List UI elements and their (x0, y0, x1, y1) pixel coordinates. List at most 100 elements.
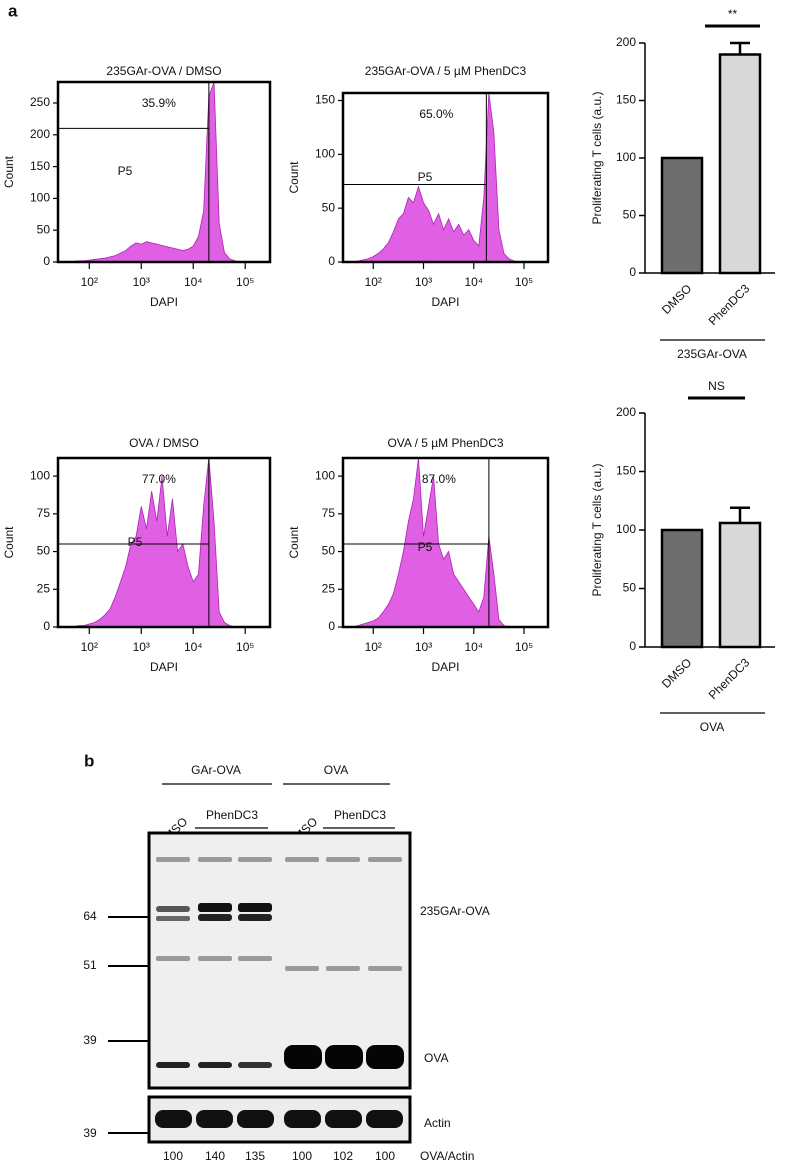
region-label: P5 (118, 164, 133, 178)
x-tick-label: 10³ (415, 640, 432, 654)
y-tick-label: 100 (315, 147, 335, 161)
ratio: 102 (333, 1149, 353, 1163)
y-tick-label: 200 (30, 127, 50, 141)
y-axis-label: Proliferating T cells (a.u.) (590, 92, 604, 225)
x-tick-label: 10³ (133, 275, 150, 289)
x-tick-label: PhenDC3 (706, 281, 753, 328)
marker-label: 39 (83, 1033, 97, 1047)
ratio: 100 (292, 1149, 312, 1163)
y-tick-label: 75 (322, 506, 336, 520)
y-tick-label: 150 (315, 93, 335, 107)
y-tick-label: 0 (629, 265, 636, 279)
blot-frame (147, 831, 412, 1090)
y-tick-label: 50 (37, 544, 51, 558)
y-tick-label: 50 (623, 581, 637, 595)
x-axis-label: DAPI (431, 295, 459, 309)
band-label: 235GAr-OVA (420, 904, 490, 918)
y-axis-label: Count (2, 526, 16, 559)
y-tick-label: 0 (629, 639, 636, 653)
gate-label: 87.0% (422, 472, 456, 486)
histogram-area (63, 457, 246, 628)
region-label: P5 (418, 170, 433, 184)
ratio: 100 (375, 1149, 395, 1163)
chart-title: 235GAr-OVA / 5 µM PhenDC3 (365, 64, 527, 78)
y-tick-label: 50 (322, 200, 336, 214)
western-blot: GAr-OVA OVA DMSO PhenDC3 DMSO PhenDC3 (83, 763, 489, 1163)
x-tick-label: 10² (81, 275, 98, 289)
y-tick-label: 0 (328, 254, 335, 268)
group-label: OVA (700, 720, 724, 734)
actin-bands (155, 1110, 403, 1128)
gate-label: 65.0% (419, 107, 453, 121)
gate-label: 77.0% (142, 472, 176, 486)
x-tick-label: 10² (81, 640, 98, 654)
y-tick-label: 0 (328, 619, 335, 633)
y-tick-label: 250 (30, 95, 50, 109)
marker-label: 51 (83, 958, 97, 972)
significance-label: ** (728, 7, 738, 21)
chart-title: OVA / 5 µM PhenDC3 (387, 436, 503, 450)
x-tick-label: 10⁴ (184, 640, 203, 654)
y-tick-label: 100 (30, 191, 50, 205)
y-tick-label: 100 (616, 150, 636, 164)
y-tick-label: 50 (322, 544, 336, 558)
y-axis-label: Proliferating T cells (a.u.) (590, 464, 604, 597)
x-tick-label: 10⁴ (465, 640, 484, 654)
ratio: 100 (163, 1149, 183, 1163)
y-tick-label: 25 (322, 581, 336, 595)
x-tick-label: 10⁵ (236, 275, 254, 289)
marker-label: 39 (83, 1126, 97, 1140)
y-tick-label: 150 (616, 464, 636, 478)
x-tick-label: 10³ (133, 640, 150, 654)
marker-label: 64 (83, 909, 97, 923)
x-axis-label: DAPI (431, 660, 459, 674)
y-tick-label: 200 (616, 35, 636, 49)
y-axis-label: Count (2, 155, 16, 188)
x-axis-label: DAPI (150, 295, 178, 309)
plot-frame (56, 456, 272, 629)
y-tick-label: 25 (37, 581, 51, 595)
x-tick-label: 10⁵ (515, 275, 533, 289)
group-label: 235GAr-OVA (677, 347, 747, 361)
panel-label: a (8, 1, 18, 20)
x-tick-label: 10² (365, 640, 382, 654)
band-label: Actin (424, 1116, 451, 1130)
error-bar (730, 41, 750, 55)
bar (660, 528, 704, 649)
histogram-area (348, 92, 525, 263)
y-tick-label: 50 (623, 208, 637, 222)
x-axis-label: DAPI (150, 660, 178, 674)
plot-frame (341, 456, 550, 629)
plot-frame (341, 91, 550, 264)
band-label: OVA (424, 1051, 448, 1065)
gar-ova-bands (156, 903, 272, 921)
ratio: 140 (205, 1149, 225, 1163)
ova-bands (156, 1045, 404, 1069)
region-label: P5 (418, 540, 433, 554)
panel-label: b (84, 751, 94, 770)
x-tick-label: 10⁵ (236, 640, 254, 654)
y-tick-label: 100 (315, 468, 335, 482)
x-tick-label: 10⁵ (515, 640, 533, 654)
faint-bands (156, 857, 402, 971)
x-tick-label: DMSO (659, 655, 694, 690)
y-axis-label: Count (287, 526, 301, 559)
plot-frame (56, 80, 272, 264)
y-tick-label: 100 (616, 522, 636, 536)
x-tick-label: 10⁴ (465, 275, 484, 289)
error-bar (730, 506, 750, 523)
significance-label: NS (708, 379, 725, 393)
x-tick-label: 10³ (415, 275, 432, 289)
chart-title: 235GAr-OVA / DMSO (106, 64, 221, 78)
group-label: GAr-OVA (191, 763, 241, 777)
x-tick-label: DMSO (659, 281, 694, 316)
y-tick-label: 150 (30, 159, 50, 173)
x-tick-label: 10² (365, 275, 382, 289)
lane-label: PhenDC3 (334, 808, 386, 822)
y-tick-label: 0 (43, 619, 50, 633)
bar (660, 156, 704, 275)
y-tick-label: 200 (616, 405, 636, 419)
y-axis-label: Count (287, 161, 301, 194)
y-tick-label: 0 (43, 254, 50, 268)
chart-title: OVA / DMSO (129, 436, 199, 450)
